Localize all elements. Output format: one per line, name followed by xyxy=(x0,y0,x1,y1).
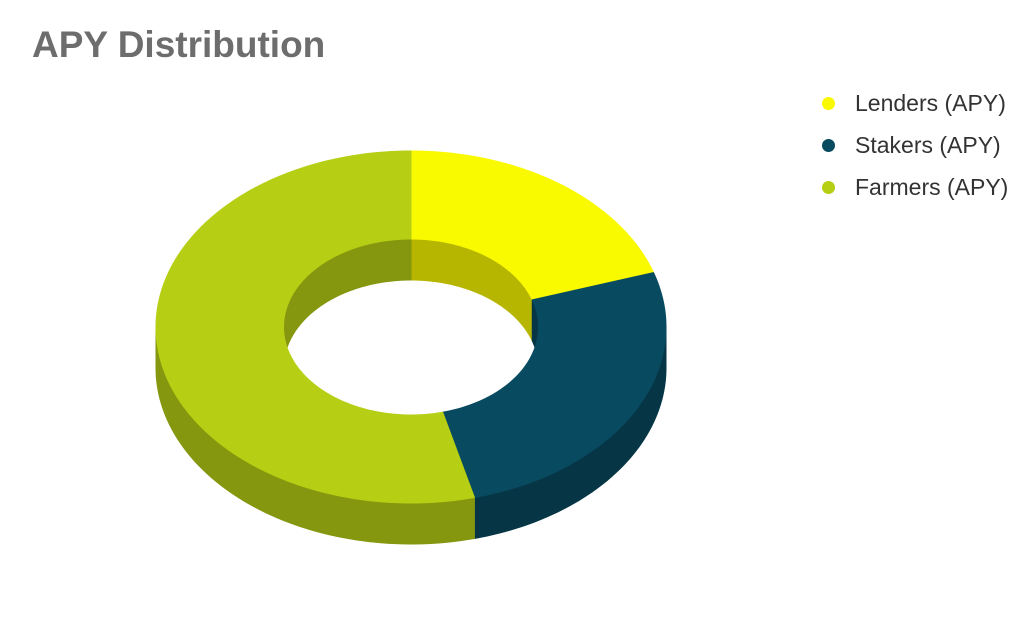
chart-title: APY Distribution xyxy=(32,24,326,65)
slice-stakers-apy[interactable] xyxy=(442,272,667,498)
legend-marker-stakers-apy xyxy=(822,138,835,152)
legend-marker-farmers-apy xyxy=(822,180,835,194)
legend-label-farmers-apy: Farmers (APY) xyxy=(855,173,1009,200)
legend-item-lenders-apy[interactable]: Lenders (APY) xyxy=(822,90,1008,116)
legend-item-stakers-apy[interactable]: Stakers (APY) xyxy=(822,132,1008,158)
legend-item-farmers-apy[interactable]: Farmers (APY) xyxy=(822,174,1008,200)
legend-label-stakers-apy: Stakers (APY) xyxy=(855,131,1001,158)
legend-marker-lenders-apy xyxy=(822,96,835,110)
slice-farmers-apy[interactable] xyxy=(155,150,475,504)
legend-label-lenders-apy: Lenders (APY) xyxy=(855,89,1006,116)
legend: Lenders (APY) Stakers (APY) Farmers (APY) xyxy=(822,90,1008,216)
